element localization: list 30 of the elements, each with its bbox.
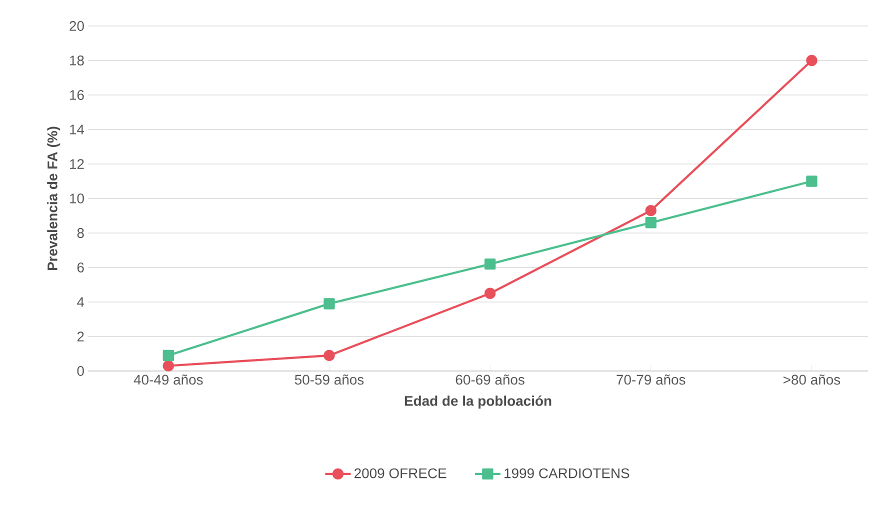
x-axis-title: Edad de la pobloación (404, 395, 552, 409)
point (324, 298, 335, 310)
point (162, 350, 174, 362)
legend-label: 2009 OFRECE (354, 468, 446, 478)
x-tick-label: 40-49 años (134, 374, 203, 385)
point (162, 360, 174, 372)
point (645, 204, 656, 216)
y-tick-label: 0 (77, 366, 84, 376)
point (484, 258, 496, 270)
point (806, 54, 818, 66)
x-tick-label: 50-59 años (294, 374, 364, 385)
y-tick-label: 16 (70, 90, 84, 100)
y-axis-title: Prevalencia de FA (%) (47, 126, 60, 270)
y-tick-label: 6 (77, 262, 84, 272)
y-tick-label: 20 (70, 21, 84, 31)
point (806, 176, 818, 187)
x-tick-label: 70-79 años (616, 374, 686, 385)
y-tick-label: 8 (77, 228, 84, 238)
y-tick-label: 12 (70, 159, 84, 169)
point (484, 288, 496, 299)
x-tick-label: >80 años (784, 374, 840, 385)
y-tick-label: 2 (77, 332, 84, 342)
point (324, 350, 335, 362)
y-tick-label: 10 (70, 194, 84, 204)
y-tick-label: 18 (70, 56, 84, 66)
y-tick-label: 14 (70, 124, 84, 134)
point (645, 217, 656, 228)
x-tick-label: 60-69 años (456, 374, 524, 385)
y-tick-label: 4 (77, 297, 84, 307)
legend-label: 1999 CARDIOTENS (504, 468, 630, 478)
